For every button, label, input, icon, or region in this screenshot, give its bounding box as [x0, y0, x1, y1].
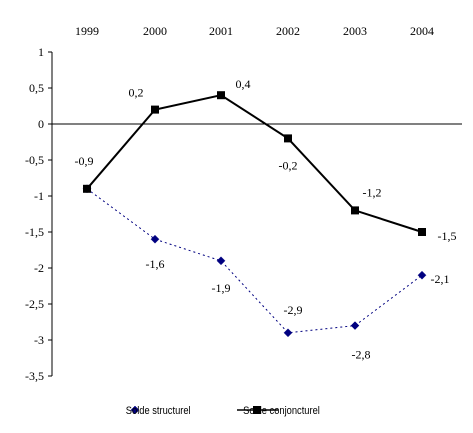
x-tick-label: 1999	[75, 24, 99, 38]
x-tick-label: 2000	[143, 24, 167, 38]
x-tick-label: 2002	[276, 24, 300, 38]
series-lines	[86, 94, 423, 334]
data-label: -2,9	[284, 303, 303, 317]
y-axis-ticks: 1 0,5 0 -0,5 -1 -1,5 -2 -2,5 -3 -3,5	[25, 45, 52, 383]
series-markers	[82, 91, 427, 338]
legend: Solde structurel Solde conjoncturel	[126, 405, 320, 417]
data-point-square	[351, 206, 359, 215]
x-tick-label: 2004	[410, 24, 434, 38]
data-point-diamond	[150, 234, 160, 244]
data-point-square	[418, 228, 426, 236]
y-tick-label: 0,5	[29, 81, 44, 95]
data-label: -0,9	[75, 154, 94, 168]
data-point-square	[151, 105, 159, 114]
x-tick-label: 2003	[343, 24, 367, 38]
data-label: 0,4	[236, 77, 251, 91]
y-tick-label: -3	[34, 333, 44, 347]
series-line	[86, 94, 423, 233]
y-tick-label: -3,5	[25, 369, 44, 383]
y-tick-label: -0,5	[25, 153, 44, 167]
legend-label: Solde structurel	[126, 405, 191, 417]
data-point-square	[83, 184, 91, 193]
data-point-diamond	[216, 256, 226, 266]
data-point-square	[284, 134, 292, 143]
y-tick-label: -2	[34, 261, 44, 275]
data-point-diamond	[283, 328, 293, 338]
y-tick-label: -2,5	[25, 297, 44, 311]
data-label: -2,8	[352, 348, 371, 362]
data-point-square	[217, 91, 225, 100]
data-label: -0,2	[279, 158, 298, 172]
x-tick-label: 2001	[209, 24, 233, 38]
y-tick-label: -1	[34, 189, 44, 203]
data-label: 0,2	[129, 86, 144, 100]
y-tick-label: 0	[38, 117, 44, 131]
data-label: -1,6	[146, 257, 165, 271]
data-point-diamond	[130, 405, 140, 415]
data-label: -1,9	[212, 281, 231, 295]
legend-label: Solde conjoncturel	[243, 405, 320, 417]
y-tick-label: -1,5	[25, 225, 44, 239]
y-tick-label: 1	[38, 45, 44, 59]
data-point-square	[253, 406, 261, 414]
series-line	[86, 188, 423, 334]
data-point-diamond	[350, 321, 360, 330]
x-axis-labels: 1999 2000 2001 2002 2003 2004	[75, 24, 434, 38]
data-label: -1,5	[438, 229, 457, 243]
data-label: -2,1	[431, 272, 450, 286]
data-labels: -1,6 -1,9 -2,9 -2,8 -2,1 -0,9 0,2 0,4 -0,2 -1,2 -1…	[75, 77, 457, 361]
data-label: -1,2	[363, 185, 382, 199]
data-point-diamond	[417, 270, 427, 280]
